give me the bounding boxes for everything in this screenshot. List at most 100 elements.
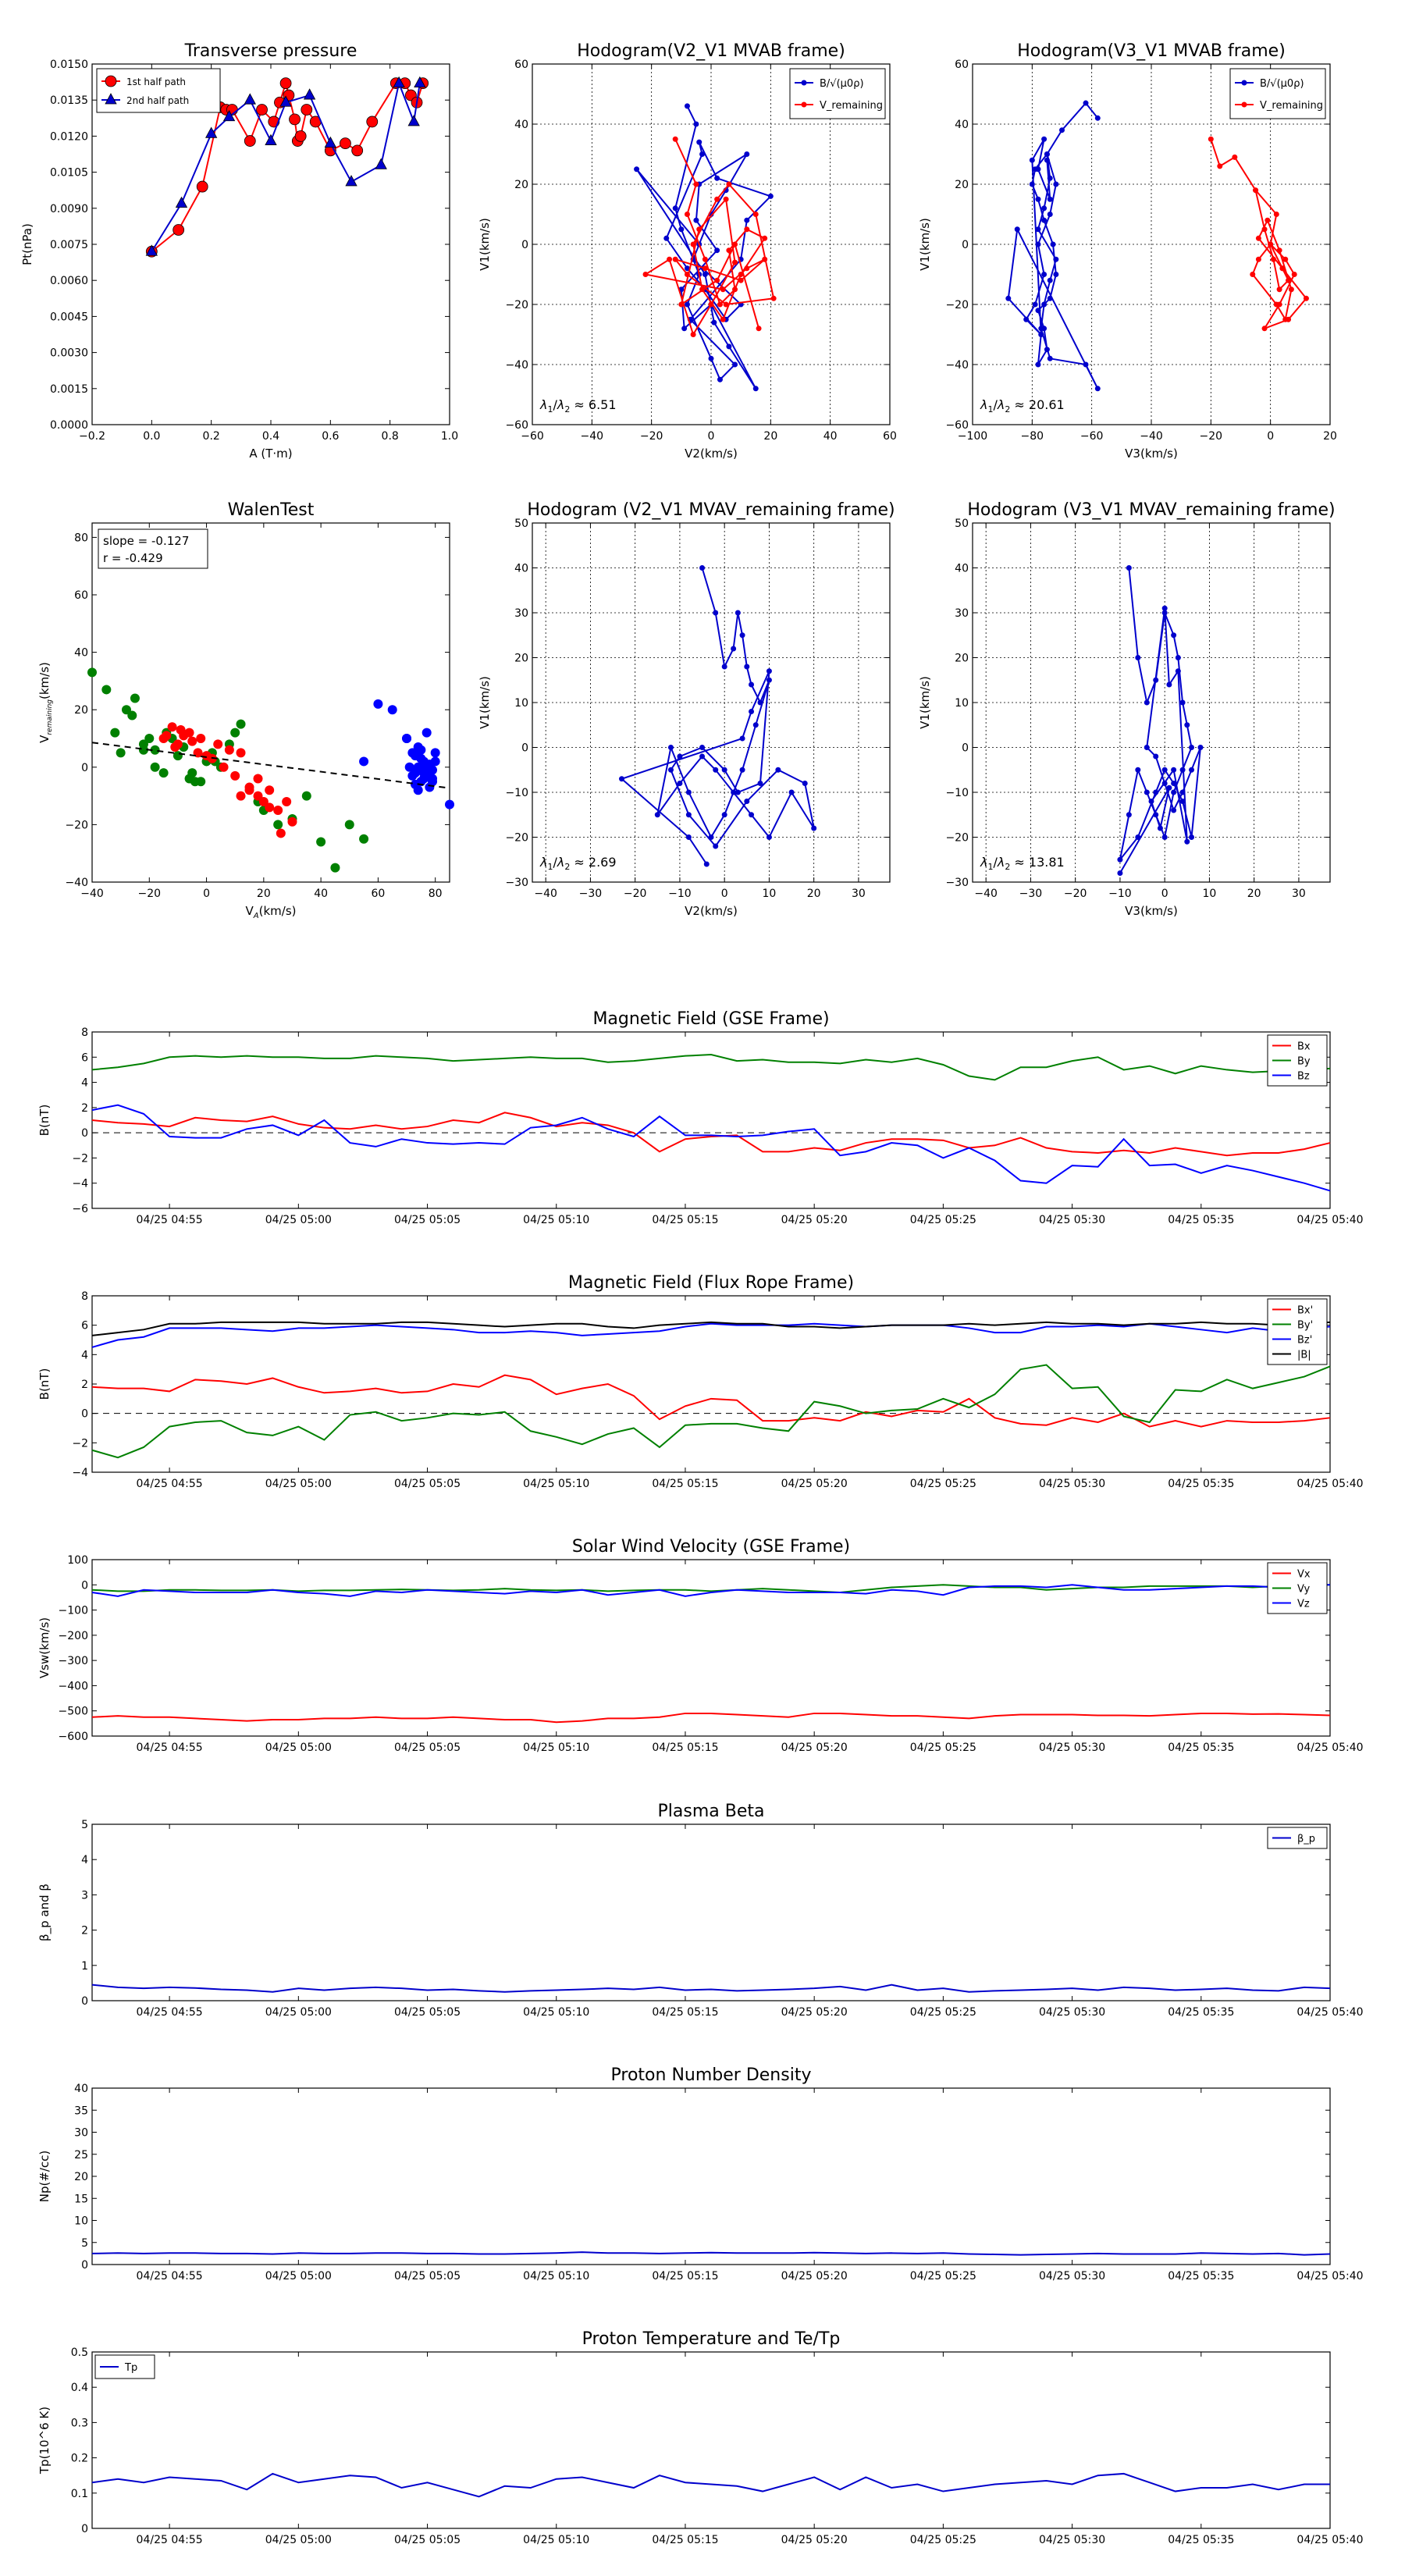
y-tick-label: −2 <box>72 1152 88 1165</box>
x-tick-label: −10 <box>1108 888 1132 900</box>
legend-label: V_remaining <box>1260 100 1323 112</box>
legend-box <box>96 68 221 113</box>
data-point <box>672 136 678 142</box>
data-point <box>1273 212 1279 217</box>
legend-label: Bx' <box>1297 1305 1313 1317</box>
data-point <box>1161 834 1168 840</box>
data-point <box>714 175 720 181</box>
data-point <box>422 728 432 738</box>
plot-frame <box>91 1823 1331 2001</box>
data-point <box>1175 668 1181 674</box>
x-tick-label: 04/25 05:10 <box>523 1742 589 1754</box>
y-tick-label: 10 <box>74 2215 88 2228</box>
x-tick-label: 0.4 <box>262 430 279 443</box>
y-tick-label: 4 <box>81 1854 88 1866</box>
y-tick-label: 50 <box>514 518 528 530</box>
x-tick-label: 04/25 05:40 <box>1297 1742 1363 1754</box>
data-point <box>1161 610 1168 616</box>
x-tick-label: 04/25 05:30 <box>1039 2006 1105 2019</box>
series-line <box>643 138 775 336</box>
data-point <box>316 837 326 847</box>
x-tick-label: 04/25 05:15 <box>652 2534 718 2546</box>
data-point <box>105 75 117 87</box>
h2-title: Hodogram(V3_V1 MVAB frame) <box>1017 41 1286 61</box>
x-tick-label: −100 <box>958 430 987 443</box>
lambda-2: λ <box>997 397 1005 412</box>
data-point <box>273 806 283 815</box>
lambda-1-sub: 1 <box>547 862 553 872</box>
data-point <box>1035 241 1041 247</box>
y-tick-label: 0.0135 <box>50 94 88 107</box>
y-axis-label: Tp(10^6 K) <box>37 2407 52 2475</box>
y-tick-label: 20 <box>955 179 969 191</box>
data-point <box>1303 295 1309 301</box>
y-tick-label: 40 <box>514 119 528 131</box>
y-tick-label: −40 <box>505 359 528 372</box>
legend-label: Bz <box>1297 1071 1310 1083</box>
data-point <box>693 121 699 127</box>
y-tick-label: 0.2 <box>71 2453 88 2465</box>
data-point <box>1135 767 1141 773</box>
data-point <box>1273 301 1279 308</box>
y-tick-label: 8 <box>81 1026 88 1039</box>
data-point <box>130 693 140 703</box>
legend-label: |B| <box>1297 1350 1311 1361</box>
data-point <box>1050 241 1056 247</box>
series-line <box>91 1322 1331 1348</box>
data-point <box>150 745 160 755</box>
x-tick-label: 0.6 <box>322 430 339 443</box>
x-tick-label: 0 <box>1161 888 1168 900</box>
data-point <box>127 710 137 720</box>
data-point <box>173 751 183 761</box>
data-point <box>699 565 706 571</box>
legend-label: B/√(μ0ρ) <box>1260 78 1304 90</box>
data-point <box>685 834 692 840</box>
y-axis-label: Np(#/cc) <box>37 2151 52 2203</box>
data-point <box>744 151 750 157</box>
data-point <box>699 753 706 760</box>
ratio-value: ≈ 2.69 <box>570 855 616 870</box>
y-tick-label: 0.0015 <box>50 383 88 396</box>
data-point <box>1153 753 1159 760</box>
data-point <box>749 709 755 714</box>
data-point <box>738 272 744 277</box>
data-point <box>1161 767 1168 773</box>
data-point <box>642 272 649 277</box>
data-point <box>236 719 246 729</box>
y-tick-label: 15 <box>74 2193 88 2205</box>
data-point <box>224 745 234 755</box>
data-point <box>757 781 763 786</box>
y-tick-label: 20 <box>514 179 528 191</box>
data-point <box>726 247 732 254</box>
data-point <box>713 767 719 773</box>
data-point <box>735 610 741 616</box>
y-tick-label: −40 <box>945 359 969 372</box>
x-tick-label: 20 <box>1247 888 1261 900</box>
data-point <box>677 753 683 760</box>
data-point <box>1035 196 1041 202</box>
lambda-2: λ <box>557 855 564 870</box>
data-point <box>138 745 148 755</box>
data-point <box>1157 825 1163 831</box>
series-line <box>91 2251 1331 2256</box>
data-point <box>667 745 674 750</box>
y-tick-label: −200 <box>59 1630 88 1642</box>
data-point <box>1166 681 1172 688</box>
data-point <box>1171 807 1177 813</box>
y-tick-label: 0 <box>81 1408 88 1421</box>
data-point <box>767 193 774 199</box>
lambda-ratio: λ1/λ2 ≈ 6.51 <box>539 397 617 415</box>
lambda-1-sub: 1 <box>547 404 553 415</box>
x-tick-label: 80 <box>429 888 443 900</box>
x-label-unit: (km/s) <box>259 904 297 918</box>
y-label-unit: (km/s) <box>37 662 52 699</box>
plot-frame <box>91 63 450 425</box>
data-point <box>717 301 723 308</box>
h4-title: Hodogram (V3_V1 MVAV_remaining frame) <box>967 500 1335 520</box>
chart-mag_fr: Magnetic Field (Flux Rope Frame) 04/25 04… <box>37 1273 1364 1490</box>
x-tick-label: 04/25 05:20 <box>781 1478 848 1490</box>
y-tick-label: 30 <box>955 607 969 620</box>
data-point <box>175 196 188 208</box>
y-tick-label: 0.0150 <box>50 59 88 71</box>
data-point <box>1144 745 1150 750</box>
